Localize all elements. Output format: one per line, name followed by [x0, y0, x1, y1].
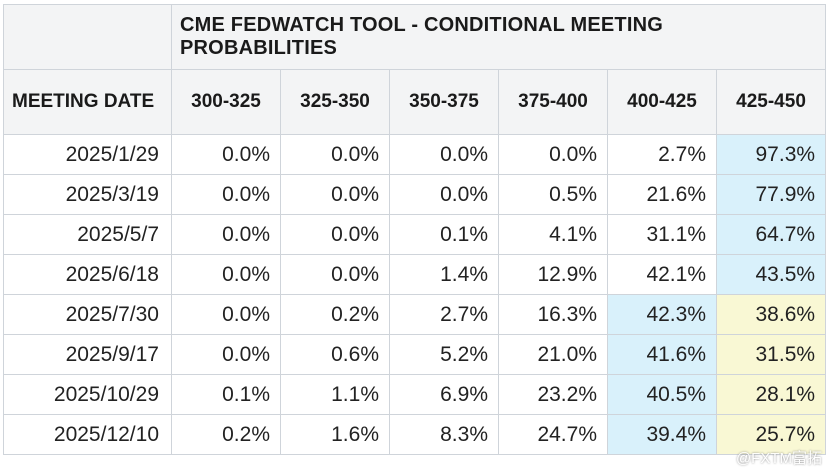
column-header: 325-350: [280, 69, 390, 135]
column-header: 425-450: [715, 69, 827, 135]
watermark-text: @FXTM富拓: [735, 450, 822, 467]
header-row: MEETING DATE 300-325 325-350 350-375 375…: [3, 69, 827, 135]
probability-cell: 0.0%: [171, 134, 281, 175]
probability-cell: 31.1%: [607, 214, 717, 255]
probability-cell: 5.2%: [389, 334, 499, 375]
probability-cell-secondary: 28.1%: [715, 374, 827, 415]
column-header: 375-400: [498, 69, 608, 135]
probability-cell: 0.0%: [171, 294, 281, 335]
probability-cell: 0.2%: [280, 294, 390, 335]
probability-cell: 24.7%: [498, 414, 608, 455]
probability-cell: 0.2%: [171, 414, 281, 455]
probability-cell-highlight: 39.4%: [607, 414, 717, 455]
meeting-date: 2025/10/29: [3, 374, 172, 415]
probability-cell-secondary: 31.5%: [715, 334, 827, 375]
probability-cell-secondary: 38.6%: [715, 294, 827, 335]
table-row: 2025/6/18 0.0% 0.0% 1.4% 12.9% 42.1% 43.…: [3, 254, 827, 295]
meeting-date: 2025/9/17: [3, 334, 172, 375]
probability-cell: 0.1%: [389, 214, 499, 255]
probability-cell: 16.3%: [498, 294, 608, 335]
probability-cell: 0.0%: [171, 214, 281, 255]
fedwatch-table-container: CME FEDWATCH TOOL - CONDITIONAL MEETING …: [3, 4, 827, 467]
probability-cell: 0.0%: [280, 254, 390, 295]
probability-cell: 42.1%: [607, 254, 717, 295]
probability-cell: 1.4%: [389, 254, 499, 295]
probability-cell-highlight: 40.5%: [607, 374, 717, 415]
probability-cell-secondary: 25.7%: [715, 414, 827, 455]
table-row: 2025/7/30 0.0% 0.2% 2.7% 16.3% 42.3% 38.…: [3, 294, 827, 335]
probability-cell: 8.3%: [389, 414, 499, 455]
probability-cell-highlight: 77.9%: [715, 174, 827, 215]
probability-cell-highlight: 41.6%: [607, 334, 717, 375]
probability-cell: 0.1%: [171, 374, 281, 415]
meeting-date: 2025/5/7: [3, 214, 172, 255]
table-row: 2025/5/7 0.0% 0.0% 0.1% 4.1% 31.1% 64.7%: [3, 214, 827, 255]
meeting-date: 2025/6/18: [3, 254, 172, 295]
meeting-date: 2025/3/19: [3, 174, 172, 215]
table-row: 2025/3/19 0.0% 0.0% 0.0% 0.5% 21.6% 77.9…: [3, 174, 827, 215]
probability-cell: 2.7%: [607, 134, 717, 175]
probability-cell: 21.6%: [607, 174, 717, 215]
title-row: CME FEDWATCH TOOL - CONDITIONAL MEETING …: [3, 4, 827, 70]
probability-cell: 0.0%: [389, 174, 499, 215]
probability-cell: 0.0%: [280, 214, 390, 255]
probability-cell: 0.0%: [280, 134, 390, 175]
probability-cell: 0.0%: [171, 254, 281, 295]
column-header: 300-325: [171, 69, 281, 135]
meeting-date: 2025/1/29: [3, 134, 172, 175]
probability-cell: 0.0%: [280, 174, 390, 215]
probability-cell: 0.5%: [498, 174, 608, 215]
probability-cell: 6.9%: [389, 374, 499, 415]
probability-cell-highlight: 43.5%: [715, 254, 827, 295]
corner-cell: [3, 4, 172, 70]
probability-cell: 0.0%: [171, 334, 281, 375]
probability-cell: 0.6%: [280, 334, 390, 375]
probability-cell-highlight: 64.7%: [715, 214, 827, 255]
probability-cell-highlight: 42.3%: [607, 294, 717, 335]
meeting-date: 2025/7/30: [3, 294, 172, 335]
table-title: CME FEDWATCH TOOL - CONDITIONAL MEETING …: [170, 4, 827, 70]
probability-cell: 12.9%: [498, 254, 608, 295]
meeting-date: 2025/12/10: [3, 414, 172, 455]
meeting-date-header: MEETING DATE: [3, 69, 172, 135]
probability-cell-highlight: 97.3%: [715, 134, 827, 175]
probability-cell: 23.2%: [498, 374, 608, 415]
column-header: 350-375: [389, 69, 499, 135]
probability-cell: 1.6%: [280, 414, 390, 455]
probability-cell: 0.0%: [171, 174, 281, 215]
probabilities-table: CME FEDWATCH TOOL - CONDITIONAL MEETING …: [3, 4, 827, 455]
table-row: 2025/12/10 0.2% 1.6% 8.3% 24.7% 39.4% 25…: [3, 414, 827, 455]
table-row: 2025/1/29 0.0% 0.0% 0.0% 0.0% 2.7% 97.3%: [3, 134, 827, 175]
table-row: 2025/9/17 0.0% 0.6% 5.2% 21.0% 41.6% 31.…: [3, 334, 827, 375]
probability-cell: 21.0%: [498, 334, 608, 375]
probability-cell: 2.7%: [389, 294, 499, 335]
probability-cell: 1.1%: [280, 374, 390, 415]
probability-cell: 4.1%: [498, 214, 608, 255]
probability-cell: 0.0%: [498, 134, 608, 175]
table-row: 2025/10/29 0.1% 1.1% 6.9% 23.2% 40.5% 28…: [3, 374, 827, 415]
column-header: 400-425: [607, 69, 717, 135]
probability-cell: 0.0%: [389, 134, 499, 175]
